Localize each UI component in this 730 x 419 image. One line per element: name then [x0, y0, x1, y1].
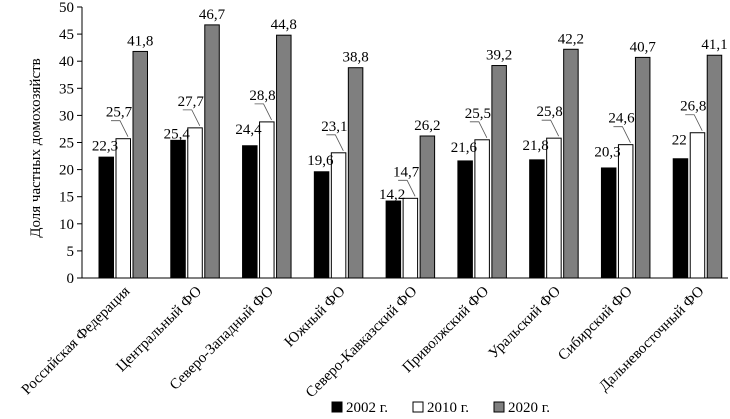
bar-3-5 — [419, 135, 436, 279]
y-tick-label: 45 — [59, 27, 74, 43]
data-label-2002: 20,3 — [594, 145, 620, 161]
y-tick-label: 20 — [59, 163, 74, 179]
leader-line — [111, 120, 129, 137]
data-labels: 22,3 25,7 41,8 25,4 27,7 46,7 24,4 28,8 44,8 19,6… — [92, 7, 728, 203]
bar-1-3 — [242, 145, 258, 279]
data-label-2010: 28,8 — [249, 88, 275, 104]
data-label-2010: 25,5 — [465, 106, 491, 122]
y-axis-title-group: Доля частных домохозяйств — [28, 58, 44, 237]
bar-1-2 — [170, 139, 186, 279]
legend-label-3: 2020 г. — [508, 400, 550, 416]
data-label-2010: 23,1 — [321, 119, 347, 135]
bar-3-7 — [563, 48, 579, 279]
bar-1-9 — [672, 158, 689, 279]
bar-2-6 — [474, 139, 490, 279]
data-label-2002: 19,6 — [307, 153, 334, 169]
bar-1-1 — [98, 156, 114, 279]
y-axis-title: Доля частных домохозяйств — [28, 58, 44, 237]
y-tick-label: 15 — [59, 190, 74, 206]
category-label: Уральский ФО — [486, 283, 564, 361]
leader-line — [182, 109, 201, 127]
y-tick-label: 0 — [67, 271, 75, 287]
category-label: Южный ФО — [282, 283, 349, 350]
y-tick-label: 40 — [59, 54, 74, 70]
bar-2-8 — [617, 144, 634, 279]
data-label-2010: 25,7 — [106, 105, 133, 121]
y-tick-label: 10 — [59, 217, 74, 233]
data-label-2020: 41,1 — [701, 37, 727, 53]
y-tick-label: 25 — [59, 136, 74, 152]
bar-1-7 — [529, 159, 545, 279]
bar-1-4 — [313, 171, 330, 279]
y-tick-label: 5 — [67, 244, 75, 260]
data-label-2002: 25,4 — [164, 126, 191, 142]
data-label-2002: 24,4 — [235, 122, 262, 138]
bar-1-5 — [385, 200, 402, 279]
leader-lines — [111, 103, 703, 197]
data-label-2020: 41,8 — [127, 33, 153, 49]
data-label-2002: 22 — [672, 133, 687, 149]
leader-line — [254, 103, 272, 121]
data-label-2020: 40,7 — [630, 39, 657, 55]
leader-line — [613, 126, 631, 143]
data-label-2020: 26,2 — [414, 118, 440, 134]
data-label-2010: 24,6 — [608, 111, 635, 127]
y-axis-ticks: 0 5 10 15 20 25 30 35 40 45 50 — [59, 0, 82, 287]
data-label-2002: 14,2 — [379, 187, 405, 203]
y-tick-label: 30 — [59, 108, 74, 124]
bar-3-8 — [634, 56, 651, 279]
bar-3-6 — [491, 65, 507, 279]
legend-swatch-1 — [331, 401, 343, 413]
data-label-2020: 42,2 — [558, 31, 584, 47]
bar-3-9 — [706, 54, 723, 279]
data-label-2010: 14,7 — [393, 164, 420, 180]
bar-2-9 — [689, 132, 706, 279]
legend: 2002 г. 2010 г. 2020 г. — [331, 400, 550, 416]
category-label: Сибирский ФО — [555, 283, 636, 364]
data-label-2010: 26,8 — [680, 99, 706, 115]
bar-2-7 — [546, 137, 562, 279]
category-label: Российская Федерация — [19, 283, 134, 398]
leader-line — [685, 114, 703, 131]
bars — [98, 24, 723, 279]
bar-2-2 — [187, 127, 203, 279]
y-tick-label: 35 — [59, 81, 74, 97]
legend-swatch-2 — [412, 401, 424, 413]
leader-line — [469, 121, 488, 138]
leader-line — [326, 134, 344, 151]
bar-3-4 — [347, 67, 364, 279]
leader-line — [398, 179, 416, 197]
bar-2-1 — [115, 138, 131, 279]
bar-2-5 — [402, 197, 419, 279]
data-label-2010: 25,8 — [537, 104, 563, 120]
y-tick-label: 50 — [59, 0, 74, 16]
data-label-2020: 38,8 — [342, 50, 368, 66]
data-label-2002: 22,3 — [92, 139, 118, 155]
data-label-2010: 27,7 — [178, 94, 205, 110]
legend-label-2: 2010 г. — [427, 400, 469, 416]
data-label-2020: 39,2 — [486, 48, 512, 64]
bar-3-1 — [132, 50, 148, 279]
bar-1-6 — [457, 160, 473, 279]
bar-2-4 — [330, 152, 347, 279]
data-label-2020: 44,8 — [271, 17, 297, 33]
data-label-2020: 46,7 — [199, 7, 226, 23]
data-label-2002: 21,6 — [451, 140, 478, 156]
bar-1-8 — [600, 167, 617, 279]
bar-3-2 — [204, 24, 220, 279]
bar-3-3 — [276, 34, 292, 279]
bar-2-3 — [259, 121, 275, 279]
legend-label-1: 2002 г. — [346, 400, 388, 416]
leader-line — [541, 119, 560, 137]
data-label-2002: 21,8 — [523, 138, 549, 154]
legend-swatch-3 — [493, 401, 505, 413]
